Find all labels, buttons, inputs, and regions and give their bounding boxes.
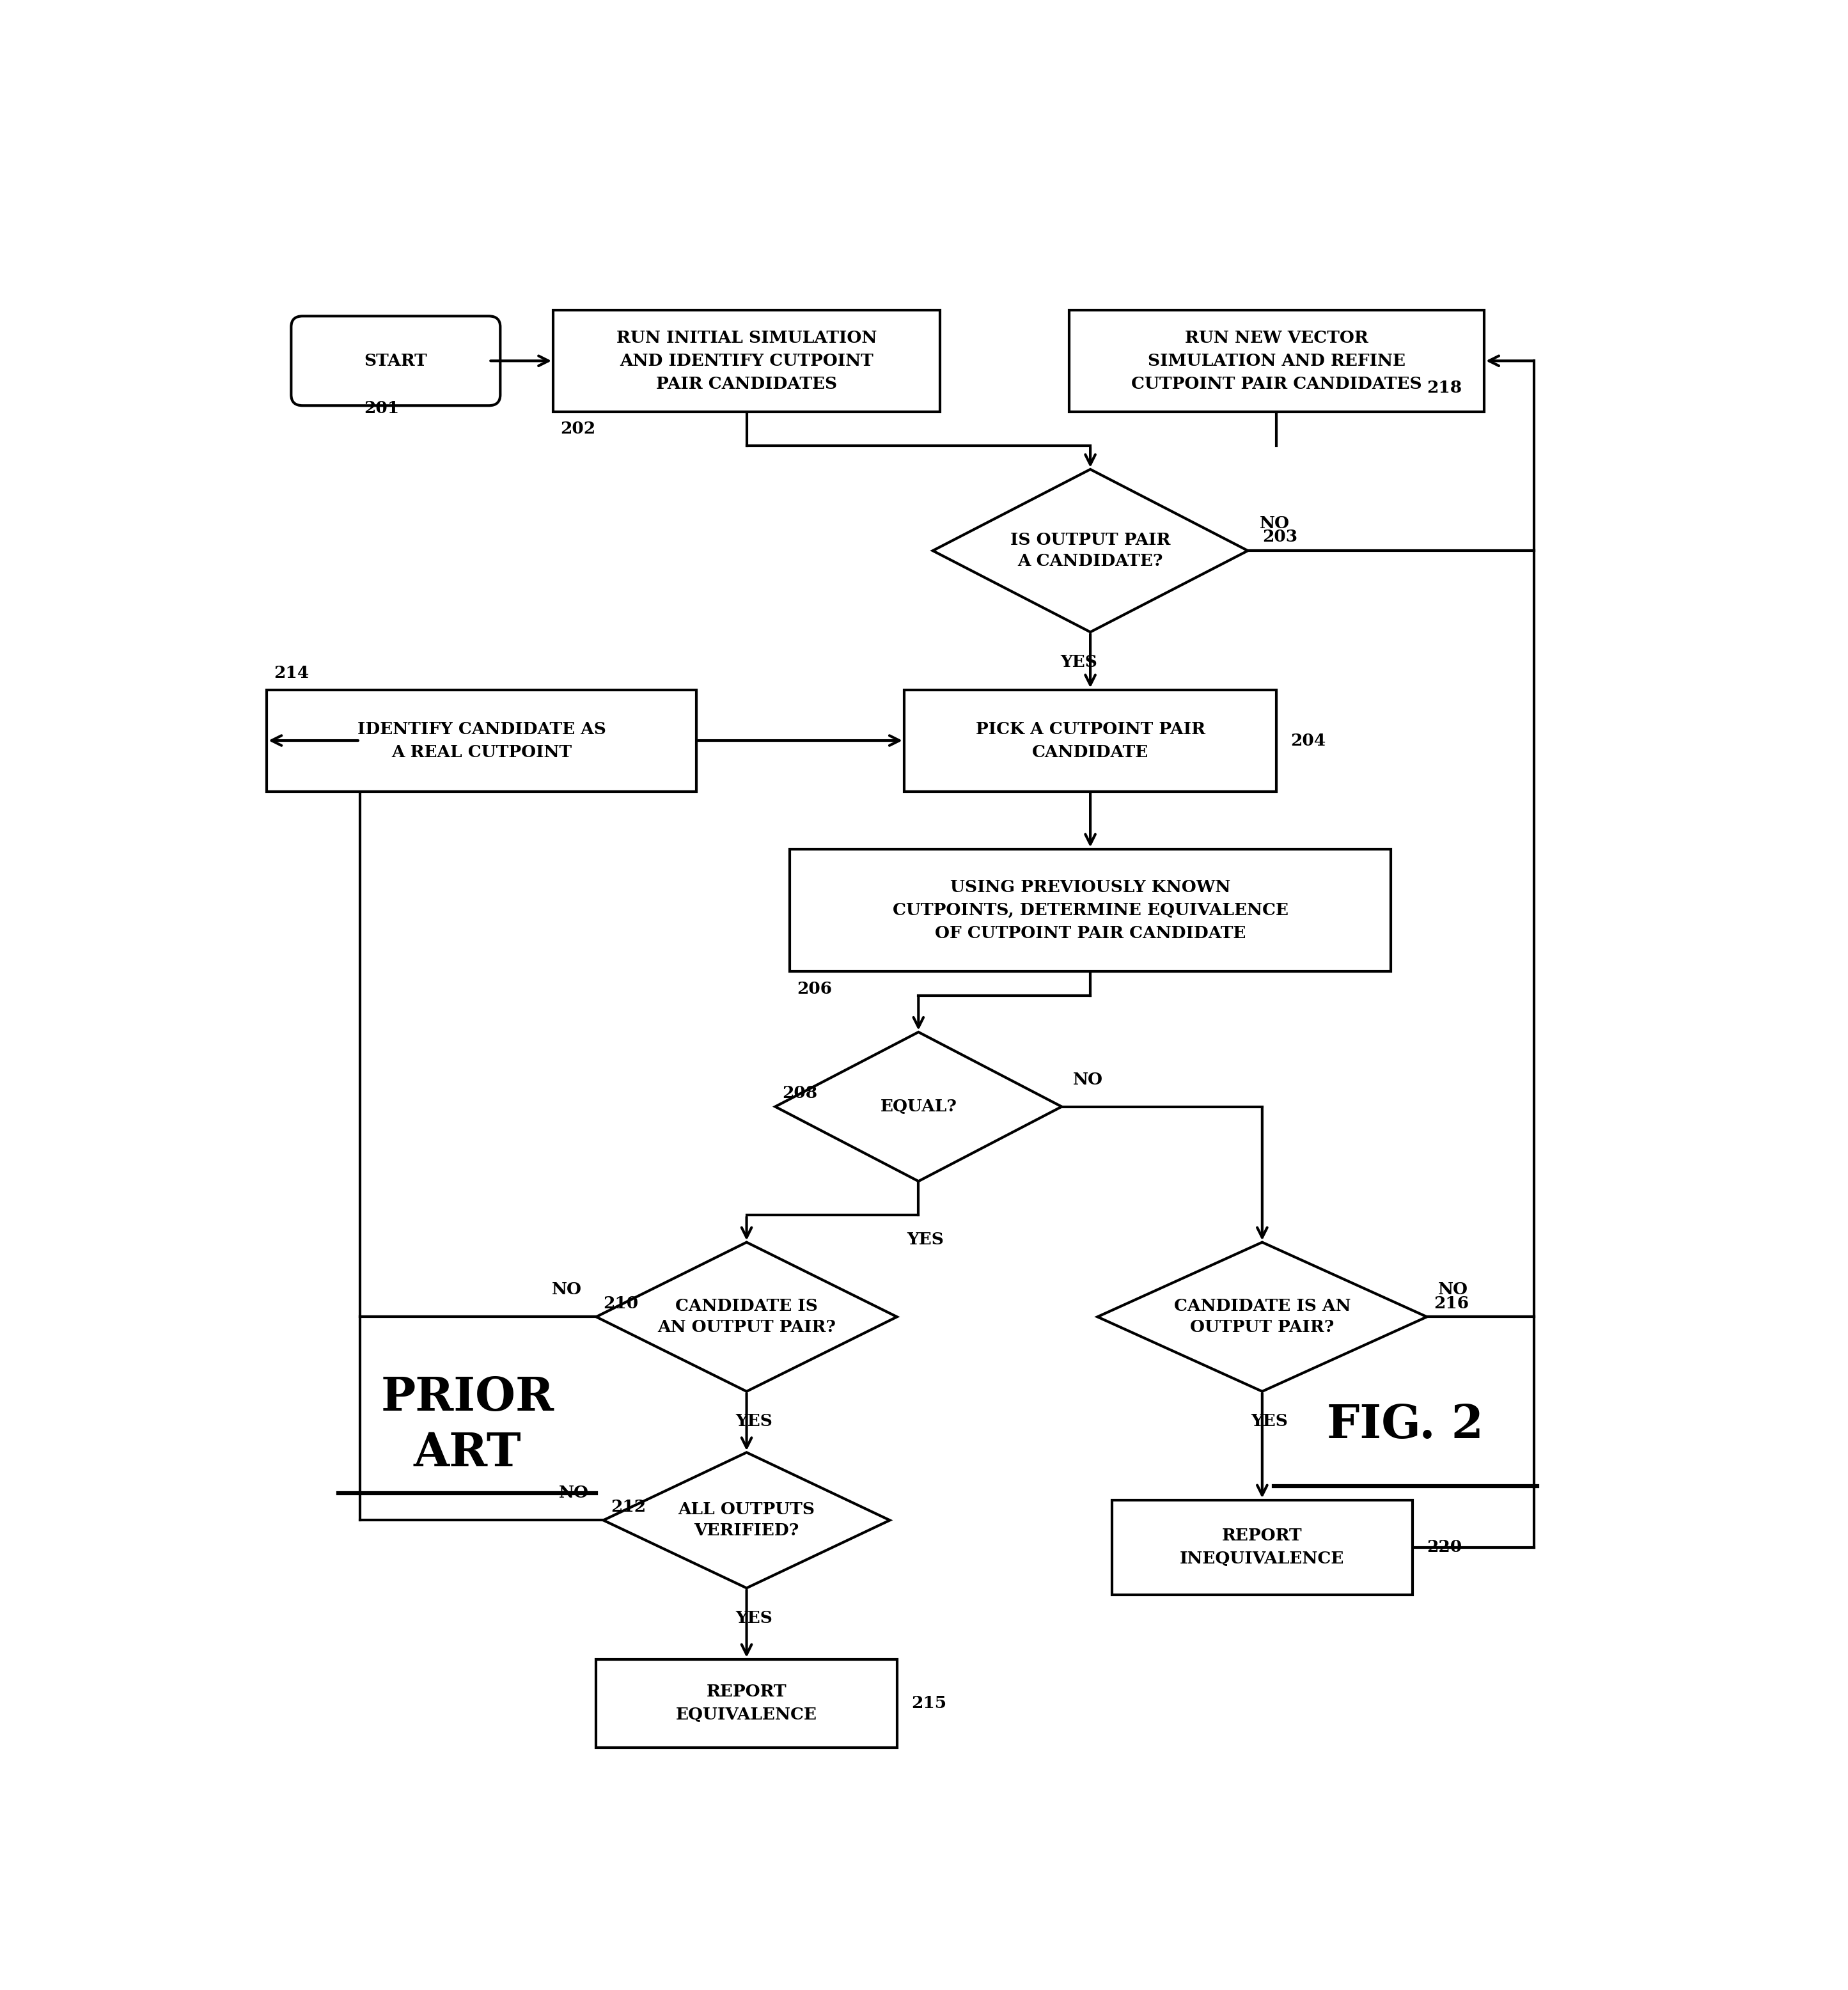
Bar bbox=[266, 691, 697, 792]
Text: PRIOR
ART: PRIOR ART bbox=[381, 1375, 554, 1477]
Text: CANDIDATE IS AN
OUTPUT PAIR?: CANDIDATE IS AN OUTPUT PAIR? bbox=[1173, 1297, 1351, 1335]
Text: PICK A CUTPOINT PAIR
CANDIDATE: PICK A CUTPOINT PAIR CANDIDATE bbox=[976, 720, 1205, 760]
Bar bbox=[1068, 310, 1484, 412]
Bar bbox=[553, 310, 941, 412]
Text: 220: 220 bbox=[1427, 1540, 1462, 1556]
Bar bbox=[789, 850, 1392, 971]
Text: IDENTIFY CANDIDATE AS
A REAL CUTPOINT: IDENTIFY CANDIDATE AS A REAL CUTPOINT bbox=[357, 720, 606, 760]
Text: YES: YES bbox=[736, 1610, 772, 1626]
Text: YES: YES bbox=[1251, 1413, 1288, 1429]
Text: START: START bbox=[364, 352, 427, 368]
Text: 216: 216 bbox=[1434, 1295, 1469, 1311]
Text: YES: YES bbox=[1061, 655, 1098, 671]
Text: CANDIDATE IS
AN OUTPUT PAIR?: CANDIDATE IS AN OUTPUT PAIR? bbox=[658, 1297, 835, 1335]
Text: NO: NO bbox=[553, 1282, 582, 1297]
Text: EQUAL?: EQUAL? bbox=[880, 1098, 957, 1114]
Text: 214: 214 bbox=[274, 665, 309, 681]
Text: NO: NO bbox=[1074, 1071, 1103, 1087]
Text: NO: NO bbox=[1438, 1282, 1469, 1297]
Text: ALL OUTPUTS
VERIFIED?: ALL OUTPUTS VERIFIED? bbox=[678, 1502, 815, 1538]
Bar bbox=[597, 1660, 896, 1747]
Text: REPORT
INEQUIVALENCE: REPORT INEQUIVALENCE bbox=[1179, 1528, 1345, 1566]
Text: RUN INITIAL SIMULATION
AND IDENTIFY CUTPOINT
PAIR CANDIDATES: RUN INITIAL SIMULATION AND IDENTIFY CUTP… bbox=[617, 330, 876, 392]
Polygon shape bbox=[776, 1033, 1061, 1182]
Text: RUN NEW VECTOR
SIMULATION AND REFINE
CUTPOINT PAIR CANDIDATES: RUN NEW VECTOR SIMULATION AND REFINE CUT… bbox=[1131, 330, 1421, 392]
Bar bbox=[904, 691, 1277, 792]
Text: 208: 208 bbox=[782, 1085, 817, 1100]
Text: FIG. 2: FIG. 2 bbox=[1327, 1403, 1484, 1449]
Text: YES: YES bbox=[907, 1232, 944, 1248]
Polygon shape bbox=[602, 1453, 889, 1588]
Bar bbox=[1112, 1500, 1412, 1594]
Text: USING PREVIOUSLY KNOWN
CUTPOINTS, DETERMINE EQUIVALENCE
OF CUTPOINT PAIR CANDIDA: USING PREVIOUSLY KNOWN CUTPOINTS, DETERM… bbox=[893, 880, 1288, 941]
Text: REPORT
EQUIVALENCE: REPORT EQUIVALENCE bbox=[676, 1684, 817, 1723]
Text: 201: 201 bbox=[364, 400, 399, 416]
Text: NO: NO bbox=[1258, 515, 1290, 531]
Text: IS OUTPUT PAIR
A CANDIDATE?: IS OUTPUT PAIR A CANDIDATE? bbox=[1011, 531, 1170, 569]
Text: 206: 206 bbox=[796, 981, 832, 997]
Polygon shape bbox=[597, 1242, 896, 1391]
FancyBboxPatch shape bbox=[292, 316, 501, 406]
Text: 203: 203 bbox=[1262, 529, 1297, 545]
Text: 215: 215 bbox=[911, 1695, 946, 1711]
Text: 202: 202 bbox=[560, 420, 595, 436]
Text: NO: NO bbox=[558, 1485, 590, 1500]
Text: 212: 212 bbox=[610, 1498, 645, 1514]
Text: 204: 204 bbox=[1290, 732, 1327, 748]
Text: 210: 210 bbox=[602, 1295, 639, 1311]
Text: 218: 218 bbox=[1427, 380, 1462, 396]
Polygon shape bbox=[933, 470, 1247, 633]
Text: YES: YES bbox=[736, 1413, 772, 1429]
Polygon shape bbox=[1098, 1242, 1427, 1391]
